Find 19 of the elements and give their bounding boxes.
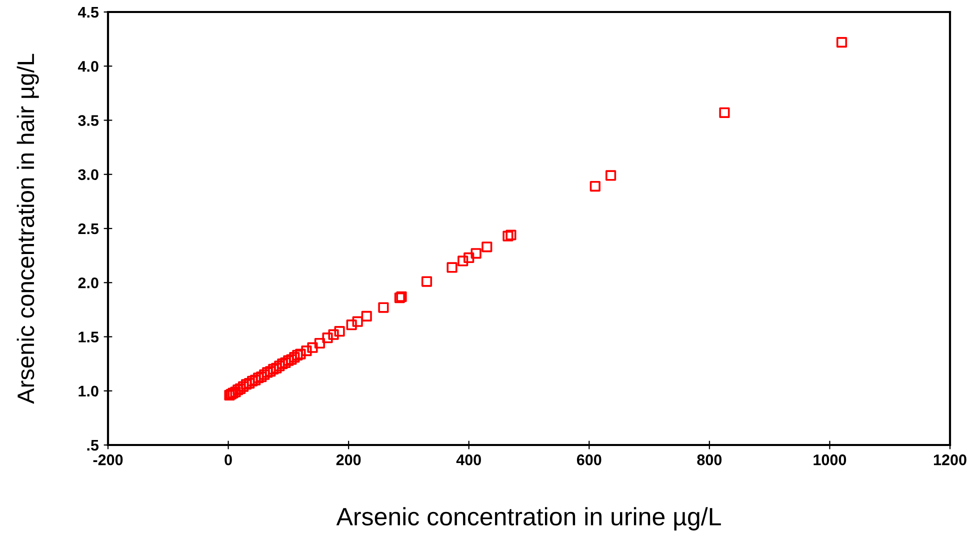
y-tick-label: 4.5 (78, 7, 99, 18)
y-tick-label: 3.0 (78, 169, 98, 180)
x-tick-label: -200 (93, 454, 123, 466)
y-tick-label: 1.5 (78, 332, 99, 342)
x-tick-label: 1000 (814, 454, 846, 466)
y-tick-label: 4.0 (78, 60, 98, 72)
x-tick-label: 400 (456, 454, 481, 466)
y-axis-title: Arsenic concentration in hair µg/L (16, 54, 39, 404)
y-tick-label: 2.5 (78, 223, 99, 234)
y-tick-label: 1.0 (78, 386, 98, 397)
x-tick-label: 1200 (934, 454, 966, 466)
y-tick-label: .5 (87, 440, 99, 451)
x-tick-label: 200 (336, 454, 361, 466)
x-tick-label: 600 (576, 454, 602, 466)
x-tick-label: 0 (224, 454, 232, 466)
x-axis-title: Arsenic concentration in urine µg/L (336, 507, 721, 530)
y-tick-label: 3.5 (78, 115, 99, 126)
x-tick-label: 800 (697, 454, 722, 466)
y-tick-label: 2.0 (78, 277, 98, 288)
